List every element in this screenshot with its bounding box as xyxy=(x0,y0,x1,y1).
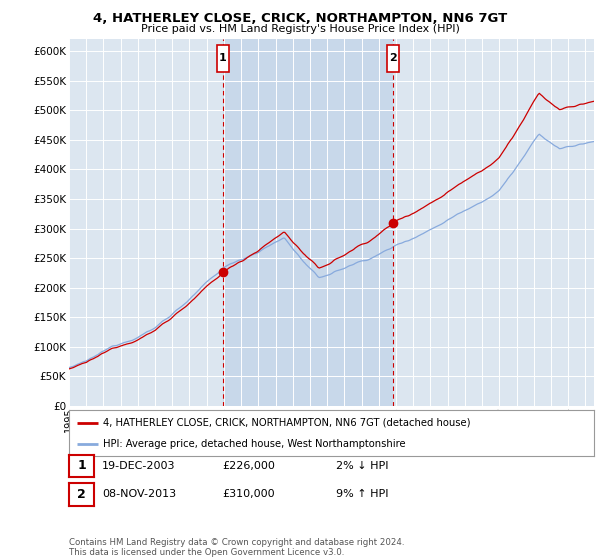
Bar xyxy=(223,39,393,406)
Text: Contains HM Land Registry data © Crown copyright and database right 2024.
This d: Contains HM Land Registry data © Crown c… xyxy=(69,538,404,557)
Text: 1: 1 xyxy=(219,53,227,63)
Text: HPI: Average price, detached house, West Northamptonshire: HPI: Average price, detached house, West… xyxy=(103,439,406,449)
Text: 4, HATHERLEY CLOSE, CRICK, NORTHAMPTON, NN6 7GT (detached house): 4, HATHERLEY CLOSE, CRICK, NORTHAMPTON, … xyxy=(103,418,470,428)
Text: 19-DEC-2003: 19-DEC-2003 xyxy=(102,461,176,471)
Text: Price paid vs. HM Land Registry's House Price Index (HPI): Price paid vs. HM Land Registry's House … xyxy=(140,24,460,34)
Text: 9% ↑ HPI: 9% ↑ HPI xyxy=(336,489,389,500)
FancyBboxPatch shape xyxy=(387,45,400,72)
Text: 08-NOV-2013: 08-NOV-2013 xyxy=(102,489,176,500)
Text: £226,000: £226,000 xyxy=(222,461,275,471)
Text: 2: 2 xyxy=(389,53,397,63)
Text: 2: 2 xyxy=(77,488,86,501)
Text: 1: 1 xyxy=(77,459,86,473)
Text: 4, HATHERLEY CLOSE, CRICK, NORTHAMPTON, NN6 7GT: 4, HATHERLEY CLOSE, CRICK, NORTHAMPTON, … xyxy=(93,12,507,25)
FancyBboxPatch shape xyxy=(217,45,229,72)
Text: £310,000: £310,000 xyxy=(222,489,275,500)
Text: 2% ↓ HPI: 2% ↓ HPI xyxy=(336,461,389,471)
